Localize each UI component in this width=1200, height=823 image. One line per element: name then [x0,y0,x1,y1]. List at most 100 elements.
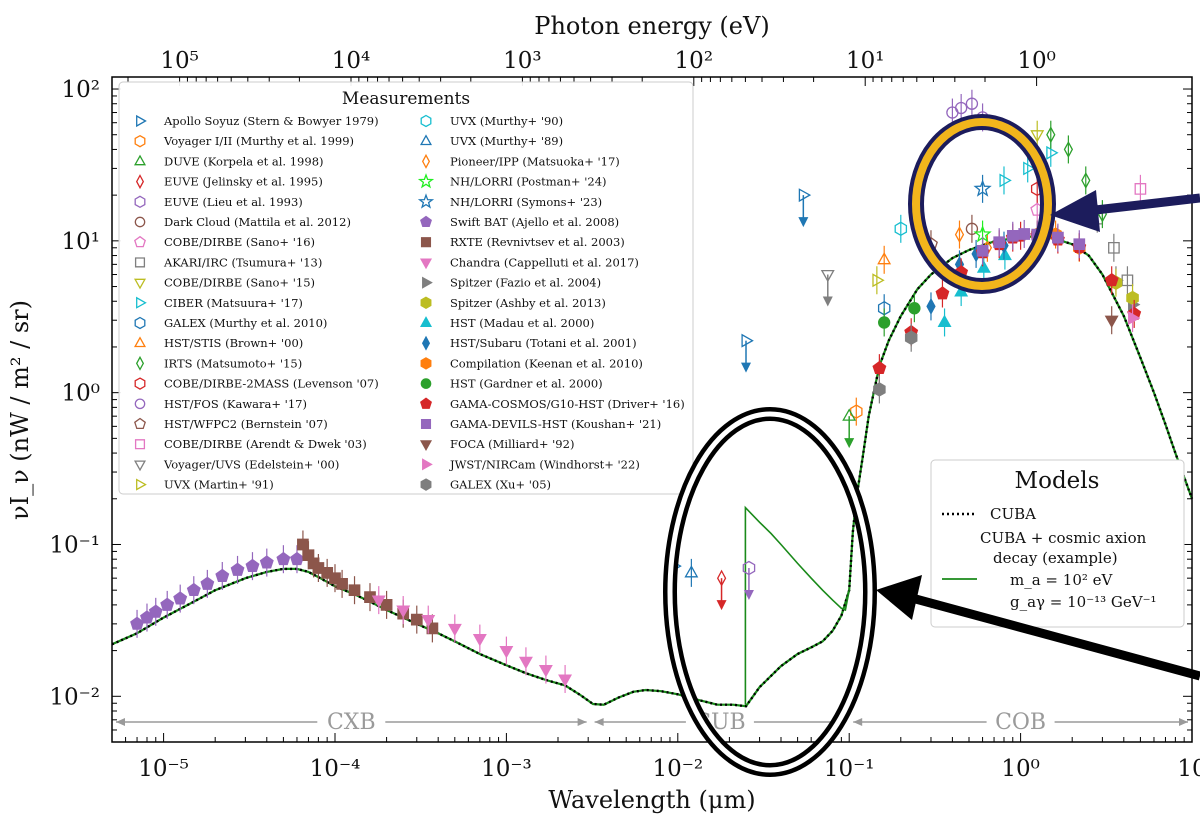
legend-label: AKARI/IRC (Tsumura+ '13) [163,255,322,269]
legend-marker [420,237,432,248]
legend-marker [136,114,147,128]
data-point [336,578,348,590]
legend-label: COBE/DIRBE-2MASS (Levenson '07) [164,377,379,391]
upper-limit-arrowhead [741,362,752,373]
data-point [230,562,245,576]
data-point [1081,171,1091,189]
legend-label: GAMA-COSMOS/G10-HST (Driver+ '16) [450,397,685,411]
legend-label: HST (Gardner et al. 2000) [450,377,603,391]
models-legend-label: g_aγ = 10⁻¹³ GeV⁻¹ [1010,593,1157,611]
data-point [348,584,361,597]
legend-marker [133,336,147,348]
data-point [742,560,756,576]
legend-marker [133,460,147,472]
pointer-arrowhead-lorri [1050,190,1100,232]
legend-marker [420,397,432,409]
legend-marker [135,355,145,371]
data-point [872,360,887,375]
legend-box [118,81,694,495]
legend-label: Compilation (Keenan et al. 2010) [450,356,643,370]
data-point [842,408,857,421]
legend-label: NH/LORRI (Postman+ '24) [450,175,607,189]
data-point [276,551,291,566]
legend-marker [420,357,432,370]
legend-label: FOCA (Milliard+ '92) [450,437,574,451]
legend-marker [136,296,147,309]
data-point [1018,228,1031,240]
data-point [894,221,908,237]
data-point [558,674,573,687]
upper-limit-arrowhead [743,589,754,600]
data-point [872,273,885,288]
cuba-curve [111,235,1194,708]
x-tick-label: 10⁻² [652,756,703,782]
data-point [954,226,965,244]
axis-ticks: 10⁻⁵ 10⁻⁴ 10⁻³ 10⁻² 10⁻¹ 10⁰ 10 10⁻² 10⁻¹ 10⁰ 10¹ 1… [49,48,1200,782]
highlight-ellipse-axion [667,411,873,773]
y-tick-label: 10⁻¹ [49,532,100,558]
data-point [1128,311,1141,326]
legend-marker [420,418,432,430]
data-point [160,597,175,611]
data-point [926,297,936,315]
legend-marker [133,154,147,166]
data-point [1006,229,1019,242]
data-point [297,538,309,551]
axion-decay-curve [744,505,850,705]
data-point [684,565,699,578]
data-point [716,569,727,587]
upper-limit-arrowhead [716,600,727,611]
data-point [148,604,163,618]
legend-label: RXTE (Revnivtsev et al. 2003) [450,235,625,249]
legend-label: HST/FOS (Kawara+ '17) [164,397,307,411]
data-point [421,615,436,628]
models-legend-label: CUBA [990,505,1036,523]
models-legend-box [930,459,1185,628]
y-tick-label: 10² [62,77,101,103]
data-point [820,269,835,283]
data-point [1052,231,1064,244]
top-tick-label: 10⁰ [1017,48,1056,74]
legend-marker [420,478,432,491]
models-legend-label: m_a = 10² eV [1010,571,1114,589]
upper-limit-arrowhead [822,296,833,307]
legend-label: Voyager I/II (Murthy et al. 1999) [163,134,354,148]
region-arrowhead [116,718,125,726]
legend-label: NH/LORRI (Symons+ '23) [450,195,602,209]
data-point [173,591,188,605]
data-point [1126,290,1139,306]
data-point [472,634,487,647]
data-point [371,595,386,608]
data-point [741,333,754,348]
x-tick-label: 10⁻³ [481,756,532,782]
data-point [1063,140,1074,158]
region-label: CXB [327,710,376,735]
legend-label: DUVE (Korpela et al. 1998) [164,154,324,168]
data-point [976,260,991,273]
data-point [364,591,376,603]
y-tick-label: 10¹ [62,229,101,255]
x-tick-label: 10⁰ [1001,756,1040,782]
legend-label: IRTS (Matsumoto+ '15) [164,356,302,370]
legend-marker [420,114,432,128]
legend-marker [422,458,433,471]
region-arrowhead [594,718,604,726]
data-point [396,605,411,618]
legend-marker [134,439,146,450]
data-point [1023,161,1036,176]
legend-label: HST (Madau et al. 2000) [450,316,594,330]
legend-label: COBE/DIRBE (Arendt & Dwek '03) [164,437,367,451]
models-legend-label: CUBA + cosmic axion [980,529,1147,547]
legend-label: Chandra (Cappelluti et al. 2017) [450,255,639,269]
data-point [965,97,979,110]
x-tick-label: 10 [1177,756,1200,782]
data-point [976,244,989,257]
top-tick-label: 10⁴ [332,48,371,74]
legend-marker [419,258,433,270]
legend-marker [420,215,432,228]
legend-label: EUVE (Lieu et al. 1993) [164,195,303,209]
legend-marker [419,440,433,452]
legend-label: GALEX (Xu+ '05) [450,478,551,492]
data-point [200,576,215,590]
